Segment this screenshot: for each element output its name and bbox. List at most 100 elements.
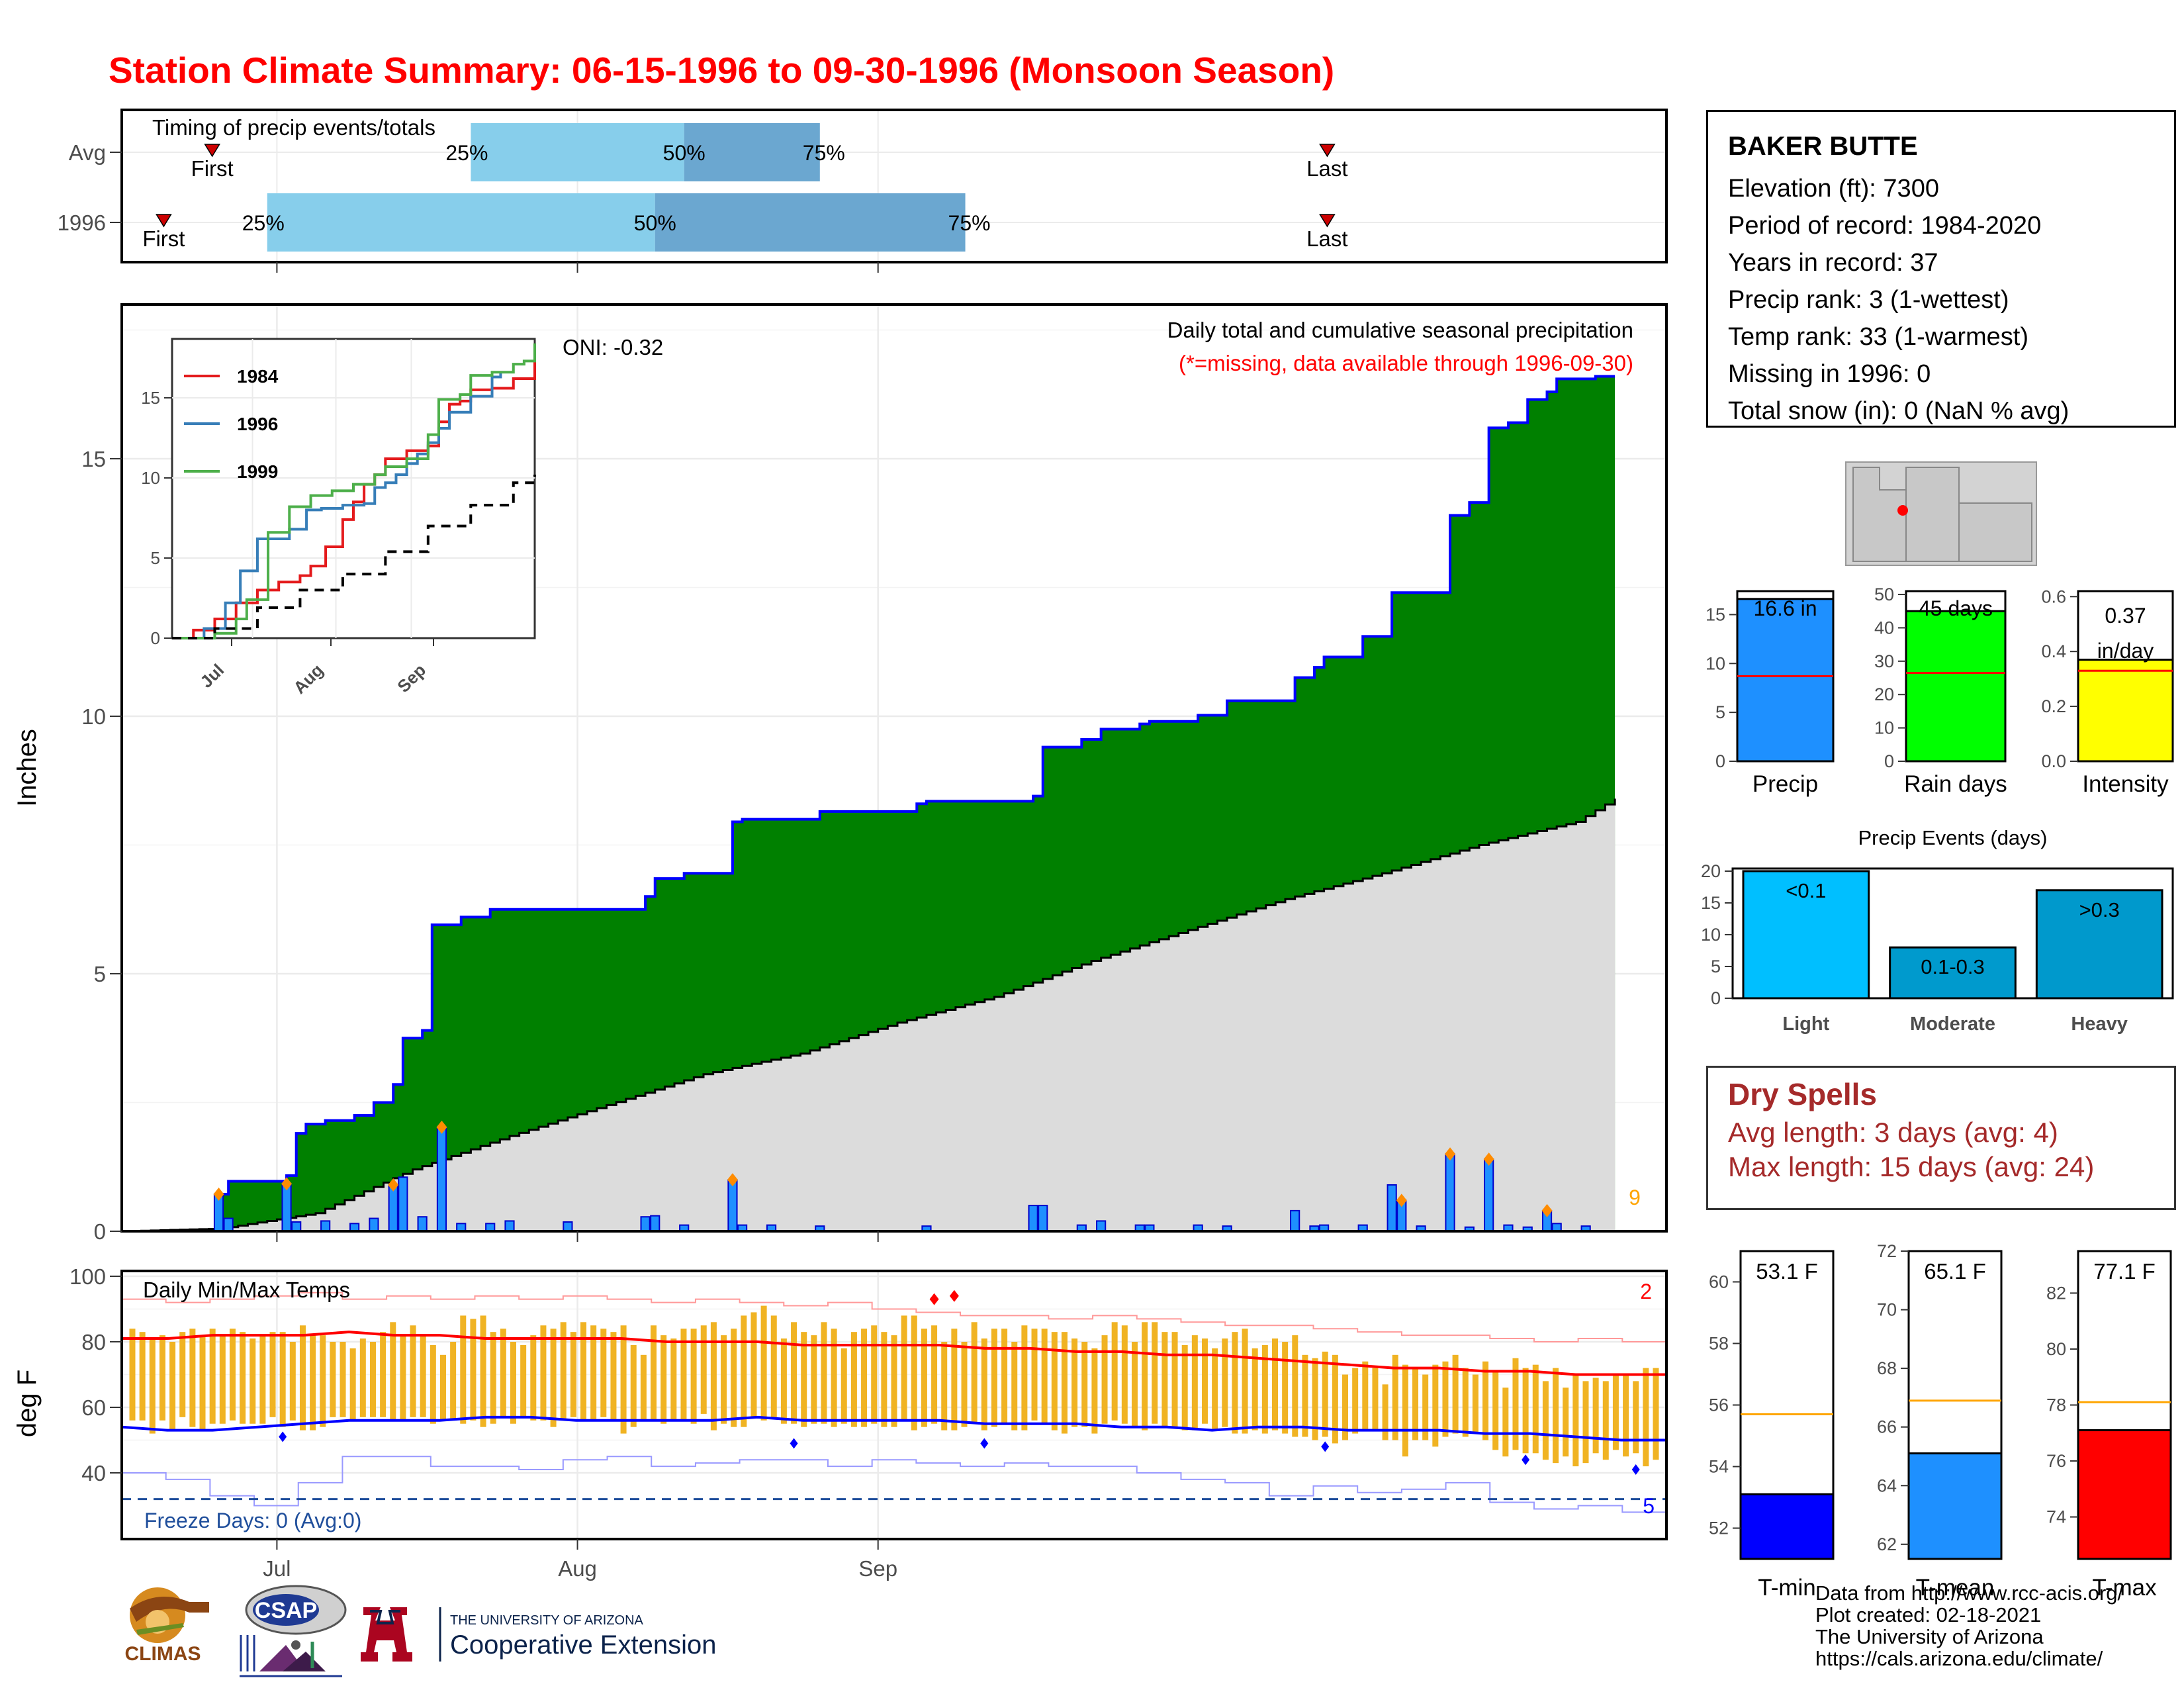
- record-high-line: [122, 1291, 1666, 1342]
- temp-bar-y-tick-label: 60: [1709, 1272, 1729, 1292]
- summary-bar-fill: [2077, 659, 2174, 763]
- daily-temp-range-bar: [229, 1329, 236, 1421]
- daily-precip-bar: [563, 1221, 573, 1232]
- daily-temp-range-bar: [580, 1322, 587, 1421]
- temp-bar-label: T-max: [2092, 1575, 2157, 1601]
- daily-precip-bar: [320, 1220, 331, 1232]
- summary-bar-label: Intensity: [2082, 771, 2169, 797]
- daily-temp-range-bar: [1402, 1364, 1408, 1457]
- daily-temp-range-bar: [439, 1354, 446, 1421]
- summary-bar-y-tick-label: 40: [1874, 618, 1894, 637]
- precip-y-axis-label: Inches: [13, 729, 42, 807]
- daily-precip-bar: [291, 1221, 302, 1232]
- daily-precip-bar: [1290, 1209, 1300, 1233]
- record-low-count: 5: [1643, 1494, 1655, 1518]
- timing-event-label: First: [191, 156, 234, 181]
- precip-panel-frame: [120, 303, 1668, 1233]
- temp-bar-y-tick-label: 56: [1709, 1395, 1729, 1415]
- precip-y-tick-label: 10: [81, 704, 106, 729]
- daily-temp-range-bar: [530, 1335, 537, 1421]
- temp-bar-y-tick-label: 68: [1877, 1358, 1897, 1378]
- inset-average-line: [172, 475, 536, 639]
- summary-bar-y-tick-label: 0: [1884, 751, 1894, 771]
- record-precip-marker: [1396, 1194, 1407, 1207]
- record-low-marker: [1522, 1454, 1530, 1466]
- daily-temp-range-bar: [1251, 1348, 1258, 1430]
- record-precip-marker: [1483, 1152, 1494, 1166]
- precip-events-title: Precip Events (days): [1858, 826, 2048, 849]
- daily-temp-range-bar: [1462, 1368, 1469, 1437]
- daily-temp-range-bar: [760, 1305, 767, 1421]
- timing-row-label: Avg: [69, 140, 106, 165]
- daily-temp-range-bar: [881, 1332, 887, 1427]
- record-high-marker: [949, 1289, 959, 1302]
- locator-map-states: [1852, 467, 2032, 562]
- daily-temp-range-bar: [1502, 1387, 1509, 1457]
- temp-panel-frame: [120, 1270, 1668, 1540]
- temp-bar-y-tick-label: 62: [1877, 1534, 1897, 1554]
- daily-precip-bar: [1387, 1184, 1397, 1232]
- record-high-count: 2: [1640, 1280, 1652, 1303]
- daily-temp-range-bar: [299, 1325, 306, 1430]
- precip-events-y-tick-label: 0: [1711, 988, 1721, 1008]
- daily-temp-range-bar: [550, 1329, 557, 1427]
- daily-temp-range-bar: [1602, 1381, 1609, 1460]
- daily-temp-range-bar: [871, 1325, 878, 1424]
- daily-temp-range-bar: [1061, 1332, 1068, 1434]
- timing-pct-label: 25%: [445, 141, 488, 165]
- precip-y-tick-label: 15: [81, 447, 106, 471]
- ua-logo-big-text: Cooperative Extension: [450, 1630, 716, 1660]
- daily-temp-range-bar: [1302, 1354, 1308, 1437]
- daily-temp-range-bar: [169, 1342, 176, 1430]
- daily-temp-range-bar: [710, 1322, 717, 1430]
- daily-temp-range-bar: [1422, 1374, 1429, 1440]
- daily-precip-bar: [1028, 1205, 1038, 1232]
- summary-bar-y-tick-label: 0.4: [2041, 641, 2066, 661]
- precip-events-category: Moderate: [1910, 1013, 1995, 1035]
- daily-temp-range-bar: [951, 1329, 958, 1430]
- daily-temp-range-bar: [380, 1332, 387, 1417]
- daily-temp-range-bar: [1522, 1368, 1529, 1454]
- csap-logo: CSAP: [233, 1582, 349, 1681]
- daily-temp-range-bar: [129, 1329, 136, 1421]
- daily-temp-range-bar: [1191, 1335, 1198, 1430]
- daily-temp-range-bar: [500, 1329, 506, 1417]
- normal-precip-line: [122, 798, 1616, 1233]
- daily-temp-range-bar: [159, 1335, 165, 1421]
- summary-bar-y-tick-label: 0: [1715, 751, 1725, 771]
- oni-label: ONI: -0.32: [563, 335, 663, 359]
- temp-y-tick-label: 80: [81, 1330, 106, 1354]
- record-precip-marker: [1541, 1203, 1553, 1217]
- record-precip-marker: [213, 1187, 224, 1201]
- freeze-days-label: Freeze Days: 0 (Avg:0): [144, 1509, 361, 1532]
- timing-bar-q50-q75: [655, 193, 966, 252]
- timing-event-label: Last: [1306, 226, 1347, 251]
- daily-temp-range-bar: [630, 1344, 637, 1427]
- temp-bar-y-tick-label: 52: [1709, 1519, 1729, 1538]
- daily-temp-range-bar: [1382, 1384, 1388, 1440]
- daily-temp-range-bar: [359, 1338, 366, 1417]
- inset-y-tick-label: 15: [141, 388, 160, 408]
- daily-temp-range-bar: [460, 1315, 467, 1424]
- daily-precip-bar: [436, 1126, 447, 1232]
- credit-line: Data from http://www.rcc-acis.org/: [1815, 1581, 2124, 1605]
- daily-temp-range-bar: [1261, 1344, 1268, 1434]
- daily-temp-range-bar: [731, 1329, 737, 1427]
- timing-event-label: First: [142, 226, 185, 251]
- temp-bar-value-label: 77.1 F: [2093, 1259, 2156, 1284]
- daily-temp-range-bar: [1051, 1332, 1058, 1430]
- locator-map: [1845, 461, 2037, 566]
- daily-precip-bar: [1038, 1205, 1048, 1232]
- daily-temp-range-bar: [1292, 1335, 1298, 1437]
- record-high-marker: [929, 1293, 939, 1305]
- daily-temp-range-bar: [1553, 1368, 1559, 1464]
- temp-bar-y-tick-label: 74: [2046, 1507, 2066, 1527]
- daily-temp-range-bar: [1322, 1351, 1328, 1437]
- daily-temp-range-bar: [1452, 1354, 1459, 1434]
- daily-temp-range-bar: [240, 1332, 246, 1424]
- inset-series-line: [172, 343, 536, 639]
- avg-max-temp-line: [122, 1331, 1666, 1376]
- daily-temp-range-bar: [279, 1332, 286, 1427]
- summary-bar-value-label: 0.37: [2105, 604, 2146, 628]
- summary-bar-value-label: 45 days: [1919, 596, 1993, 620]
